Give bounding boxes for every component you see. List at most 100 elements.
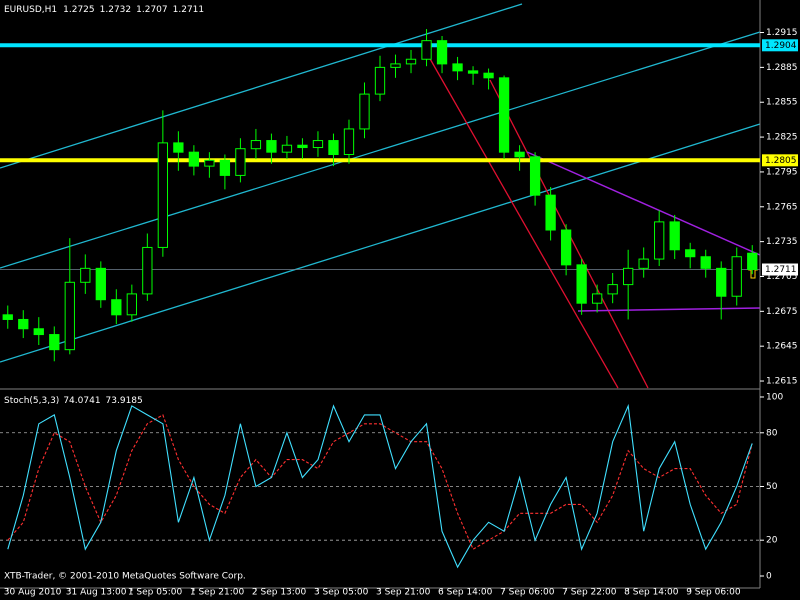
main-last: 74.0741 bbox=[63, 396, 100, 406]
chart-header: EURUSD,H1 1.2725 1.2732 1.2707 1.2711 bbox=[4, 5, 204, 15]
footer: XTB-Trader, © 2001-2010 MetaQuotes Softw… bbox=[4, 572, 246, 582]
candle-body bbox=[560, 229, 572, 266]
candle-body bbox=[2, 314, 13, 320]
bid-label: 1.2711 bbox=[765, 265, 797, 275]
candle-body bbox=[685, 249, 696, 258]
candle-body bbox=[638, 258, 649, 269]
candle-body bbox=[142, 246, 153, 295]
candle-body bbox=[281, 144, 293, 153]
y-tick-label: 1.2615 bbox=[766, 377, 798, 387]
candle-body bbox=[18, 318, 29, 330]
last-high: 1.2732 bbox=[100, 5, 132, 15]
candle-body bbox=[235, 148, 246, 176]
y-tick-label: 1.2885 bbox=[766, 63, 798, 73]
trend-line bbox=[526, 151, 761, 256]
x-tick-label: 3 Sep 21:00 bbox=[376, 588, 431, 598]
candle-body bbox=[64, 281, 75, 351]
y-tick-label: 1.2675 bbox=[766, 307, 798, 317]
price-label: 1.2805 bbox=[765, 156, 797, 166]
candle-body bbox=[669, 221, 680, 251]
candle-body bbox=[188, 151, 200, 167]
x-tick-label: 7 Sep 22:00 bbox=[562, 588, 617, 598]
y2-tick-label: 50 bbox=[766, 482, 778, 492]
candle-body bbox=[514, 151, 525, 158]
y-tick-label: 1.2735 bbox=[766, 237, 798, 247]
candle-body bbox=[80, 267, 91, 283]
candle-body bbox=[436, 40, 448, 65]
candle-body bbox=[654, 221, 665, 260]
candle-body bbox=[421, 40, 432, 60]
candle-body bbox=[529, 156, 541, 196]
candle-body bbox=[173, 142, 184, 153]
candle-body bbox=[111, 299, 122, 316]
candle-body bbox=[219, 159, 231, 176]
x-tick-label: 8 Sep 14:00 bbox=[624, 588, 679, 598]
last-close: 1.2711 bbox=[173, 5, 205, 15]
y-tick-label: 1.2825 bbox=[766, 133, 798, 143]
candle-body bbox=[700, 256, 711, 269]
candle-body bbox=[405, 58, 417, 65]
candle-body bbox=[716, 267, 727, 297]
candle-body bbox=[328, 140, 339, 156]
signal-line bbox=[7, 414, 753, 550]
channel-line bbox=[0, 3, 523, 169]
y2-tick-label: 100 bbox=[766, 392, 783, 402]
x-tick-label: 1 Sep 21:00 bbox=[190, 588, 245, 598]
signal-last: 73.9185 bbox=[106, 396, 143, 406]
x-tick-label: 2 Sep 13:00 bbox=[252, 588, 307, 598]
candle-body bbox=[157, 142, 169, 248]
y-tick-label: 1.2855 bbox=[766, 98, 798, 108]
candle-body bbox=[576, 264, 587, 304]
price-label: 1.2904 bbox=[765, 41, 797, 51]
candle-body bbox=[498, 77, 510, 153]
channel-line bbox=[0, 123, 761, 363]
y-tick-label: 1.2705 bbox=[766, 272, 798, 282]
candle-body bbox=[49, 334, 60, 351]
last-open: 1.2725 bbox=[63, 5, 95, 15]
candle-body bbox=[266, 140, 277, 153]
x-tick-label: 3 Sep 05:00 bbox=[314, 588, 369, 598]
candle-body bbox=[467, 70, 479, 74]
candle-body bbox=[95, 267, 106, 301]
x-tick-label: 30 Aug 2010 bbox=[4, 588, 62, 598]
last-low: 1.2707 bbox=[136, 5, 168, 15]
x-tick-label: 31 Aug 13:00 bbox=[66, 588, 127, 598]
main-line bbox=[7, 403, 753, 569]
y-tick-label: 1.2765 bbox=[766, 202, 798, 212]
candle-body bbox=[126, 293, 137, 316]
candle-body bbox=[204, 159, 215, 167]
candle-body bbox=[607, 284, 618, 295]
y-tick-label: 1.2915 bbox=[766, 28, 798, 38]
y2-tick-label: 80 bbox=[766, 428, 778, 438]
channel-line bbox=[424, 49, 619, 389]
x-tick-label: 9 Sep 06:00 bbox=[686, 588, 741, 598]
y2-tick-label: 0 bbox=[766, 572, 772, 582]
indicator-header: Stoch(5,3,3) 74.0741 73.9185 bbox=[4, 396, 143, 406]
candle-body bbox=[250, 140, 262, 150]
candle-body bbox=[623, 267, 634, 286]
price-label-box bbox=[762, 39, 798, 52]
candle-body bbox=[297, 144, 308, 149]
candle-body bbox=[747, 252, 758, 271]
candle-body bbox=[591, 293, 603, 304]
candle-body bbox=[545, 194, 556, 231]
symbol: EURUSD,H1 bbox=[4, 5, 57, 15]
candle-body bbox=[374, 66, 386, 95]
y2-tick-label: 20 bbox=[766, 536, 778, 546]
x-tick-label: 6 Sep 14:00 bbox=[438, 588, 493, 598]
x-tick-label: 1 Sep 05:00 bbox=[128, 588, 183, 598]
y-tick-label: 1.2645 bbox=[766, 342, 798, 352]
candle-body bbox=[452, 63, 463, 72]
trend-line bbox=[577, 307, 761, 312]
trend-lines bbox=[0, 3, 761, 389]
indicator-title: Stoch(5,3,3) bbox=[4, 396, 59, 406]
price-label-box bbox=[762, 154, 798, 167]
candle-body bbox=[359, 93, 370, 130]
candle-body bbox=[390, 63, 401, 68]
channel-line bbox=[0, 31, 761, 269]
bid-label-box bbox=[762, 263, 798, 276]
x-tick-label: 7 Sep 06:00 bbox=[500, 588, 555, 598]
candle-body bbox=[33, 328, 44, 336]
